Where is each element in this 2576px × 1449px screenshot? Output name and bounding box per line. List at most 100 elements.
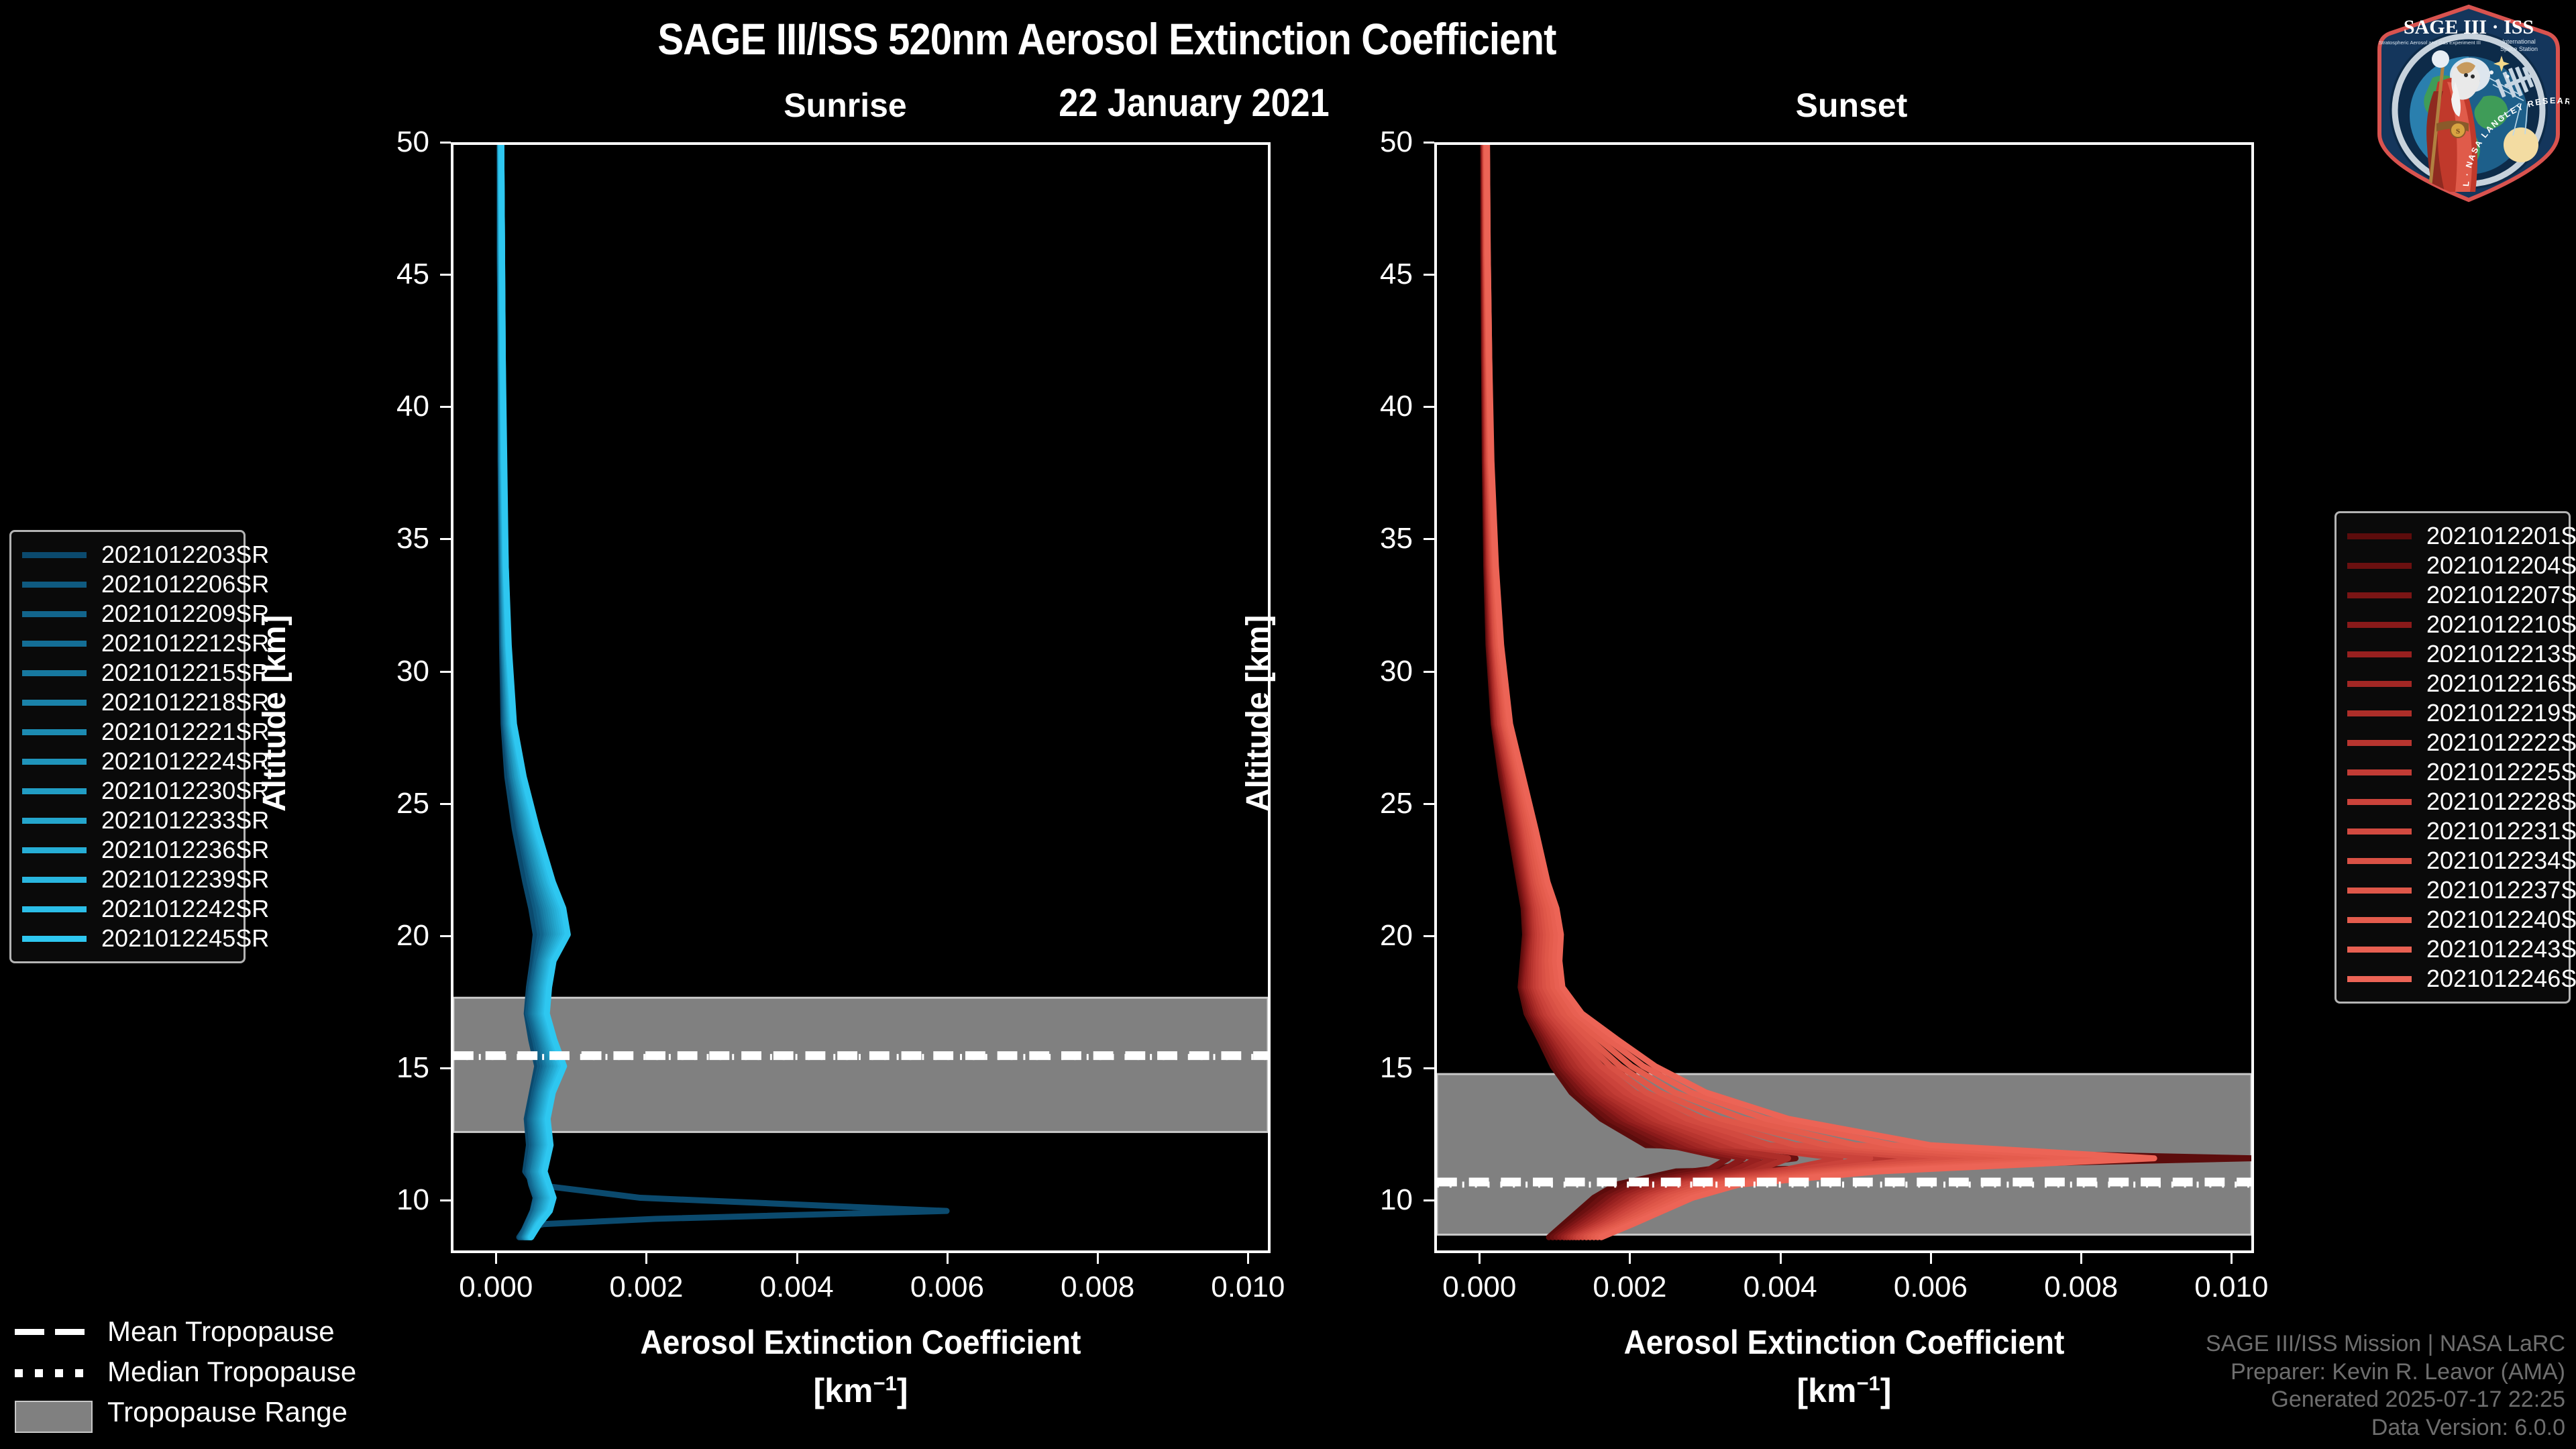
profile-line	[1484, 145, 2157, 1240]
legend-item-label: 2021012240SS	[2426, 906, 2576, 933]
legend-item[interactable]: 2021012201SS	[2347, 521, 2576, 551]
legend-item-label: 2021012221SR	[101, 718, 270, 745]
legend-item[interactable]: 2021012213SS	[2347, 639, 2576, 669]
y-axis-tick	[440, 538, 451, 541]
legend-item-label: 2021012237SS	[2426, 876, 2576, 904]
y-axis-tick	[1424, 670, 1434, 673]
legend-item[interactable]: 2021012234SS	[2347, 846, 2576, 875]
x-axis-tick-label: 0.002	[1593, 1271, 1667, 1303]
x-axis-unit-label: [km−1]	[813, 1371, 908, 1409]
legend-item[interactable]: 2021012230SR	[22, 776, 269, 806]
x-axis-tick	[645, 1253, 648, 1264]
legend-item[interactable]: 2021012222SS	[2347, 728, 2576, 757]
legend-item[interactable]: 2021012245SR	[22, 924, 269, 953]
legend-item-label: 2021012212SR	[101, 629, 270, 657]
tropopause-legend-label: Mean Tropopause	[107, 1316, 335, 1347]
legend-item[interactable]: 2021012206SR	[22, 570, 269, 599]
legend-item[interactable]: 2021012233SR	[22, 806, 269, 835]
legend-color-swatch	[2347, 916, 2412, 923]
sunrise-panel-title: Sunrise	[784, 87, 907, 124]
y-axis-tick	[1424, 142, 1434, 144]
x-axis-label: Aerosol Extinction Coefficient	[640, 1324, 1081, 1361]
legend-color-swatch	[22, 581, 87, 588]
sunrise-plot-svg	[453, 145, 1268, 1240]
legend-item[interactable]: 2021012207SS	[2347, 580, 2576, 610]
legend-item[interactable]: 2021012221SR	[22, 717, 269, 747]
legend-item-label: 2021012207SS	[2426, 581, 2576, 608]
y-axis-tick-label: 25	[1380, 786, 1413, 820]
y-axis-tick-label: 15	[1380, 1051, 1413, 1084]
x-axis-tick	[1629, 1253, 1631, 1264]
sunset-panel-title: Sunset	[1795, 87, 1908, 124]
legend-item[interactable]: 2021012228SS	[2347, 787, 2576, 816]
tropopause-legend-item: Mean Tropopause	[15, 1311, 431, 1352]
tropopause-legend-label: Tropopause Range	[107, 1396, 348, 1428]
page-title: SAGE III/ISS 520nm Aerosol Extinction Co…	[657, 14, 1556, 64]
x-axis-unit-label: [km−1]	[1796, 1371, 1892, 1409]
y-axis-tick	[1424, 1199, 1434, 1202]
legend-item-label: 2021012206SR	[101, 570, 270, 598]
legend-item[interactable]: 2021012203SR	[22, 540, 269, 570]
legend-color-swatch	[22, 935, 87, 942]
y-axis-tick-label: 20	[396, 918, 429, 952]
legend-item-label: 2021012246SS	[2426, 965, 2576, 992]
y-axis-tick	[440, 802, 451, 805]
legend-item[interactable]: 2021012246SS	[2347, 964, 2576, 994]
x-axis-tick	[2080, 1253, 2083, 1264]
sunrise-series-legend[interactable]: 2021012203SR 2021012206SR 2021012209SR 2021…	[9, 530, 269, 963]
legend-item-label: 2021012239SR	[101, 865, 270, 893]
legend-item[interactable]: 2021012210SS	[2347, 610, 2576, 639]
legend-item-label: 2021012219SS	[2426, 699, 2576, 727]
legend-color-swatch	[22, 788, 87, 794]
credit-line: Data Version: 6.0.0	[2371, 1415, 2565, 1441]
legend-color-swatch	[22, 699, 87, 706]
legend-color-swatch	[2347, 621, 2412, 628]
legend-item[interactable]: 2021012225SS	[2347, 757, 2576, 787]
legend-item[interactable]: 2021012236SR	[22, 835, 269, 865]
legend-item-label: 2021012233SR	[101, 806, 270, 834]
legend-item[interactable]: 2021012237SS	[2347, 875, 2576, 905]
legend-item[interactable]: 2021012224SR	[22, 747, 269, 776]
credit-line: SAGE III/ISS Mission | NASA LaRC	[2205, 1330, 2565, 1356]
legend-item-label: 2021012243SS	[2426, 935, 2576, 963]
legend-item-label: 2021012215SR	[101, 659, 270, 686]
legend-item-label: 2021012210SS	[2426, 610, 2576, 638]
legend-item[interactable]: 2021012204SS	[2347, 551, 2576, 580]
x-axis-tick-label: 0.002	[609, 1271, 684, 1303]
y-axis-tick-label: 50	[396, 125, 429, 158]
y-axis-tick	[440, 142, 451, 144]
legend-item[interactable]: 2021012218SR	[22, 688, 269, 717]
legend-item[interactable]: 2021012239SR	[22, 865, 269, 894]
legend-item[interactable]: 2021012243SS	[2347, 934, 2576, 964]
legend-item[interactable]: 2021012231SS	[2347, 816, 2576, 846]
legend-item[interactable]: 2021012219SS	[2347, 698, 2576, 728]
legend-color-swatch	[22, 669, 87, 676]
legend-item[interactable]: 2021012216SS	[2347, 669, 2576, 698]
legend-color-swatch	[22, 758, 87, 765]
y-axis-tick-label: 35	[1380, 522, 1413, 555]
x-axis-tick	[1097, 1253, 1099, 1264]
legend-item[interactable]: 2021012215SR	[22, 658, 269, 688]
legend-item[interactable]: 2021012209SR	[22, 599, 269, 629]
logo-subtitle-left: Stratospheric Aerosol and Gas Experiment…	[2379, 40, 2481, 46]
legend-item-label: 2021012230SR	[101, 777, 270, 804]
legend-item-label: 2021012204SS	[2426, 551, 2576, 579]
legend-item[interactable]: 2021012242SR	[22, 894, 269, 924]
x-axis-tick-label: 0.004	[759, 1271, 834, 1303]
legend-item-label: 2021012228SS	[2426, 788, 2576, 815]
y-axis-tick	[440, 670, 451, 673]
sunset-series-legend[interactable]: 2021012201SS2021012204SS2021012207SS2021…	[2334, 511, 2576, 1004]
tropopause-legend-item: Tropopause Range	[15, 1392, 431, 1433]
legend-color-swatch	[2347, 975, 2412, 982]
legend-item[interactable]: 2021012212SR	[22, 629, 269, 658]
legend-item[interactable]: 2021012240SS	[2347, 905, 2576, 934]
sunset-plot-svg	[1437, 145, 2251, 1240]
legend-color-swatch	[2347, 592, 2412, 598]
x-axis-label: Aerosol Extinction Coefficient	[1623, 1324, 2065, 1361]
legend-item-label: 2021012201SS	[2426, 522, 2576, 549]
y-axis-tick-label: 10	[396, 1183, 429, 1217]
legend-item-label: 2021012218SR	[101, 688, 270, 716]
legend-color-swatch	[2347, 887, 2412, 894]
x-axis-tick-label: 0.008	[1061, 1271, 1135, 1303]
x-axis-tick	[1247, 1253, 1250, 1264]
